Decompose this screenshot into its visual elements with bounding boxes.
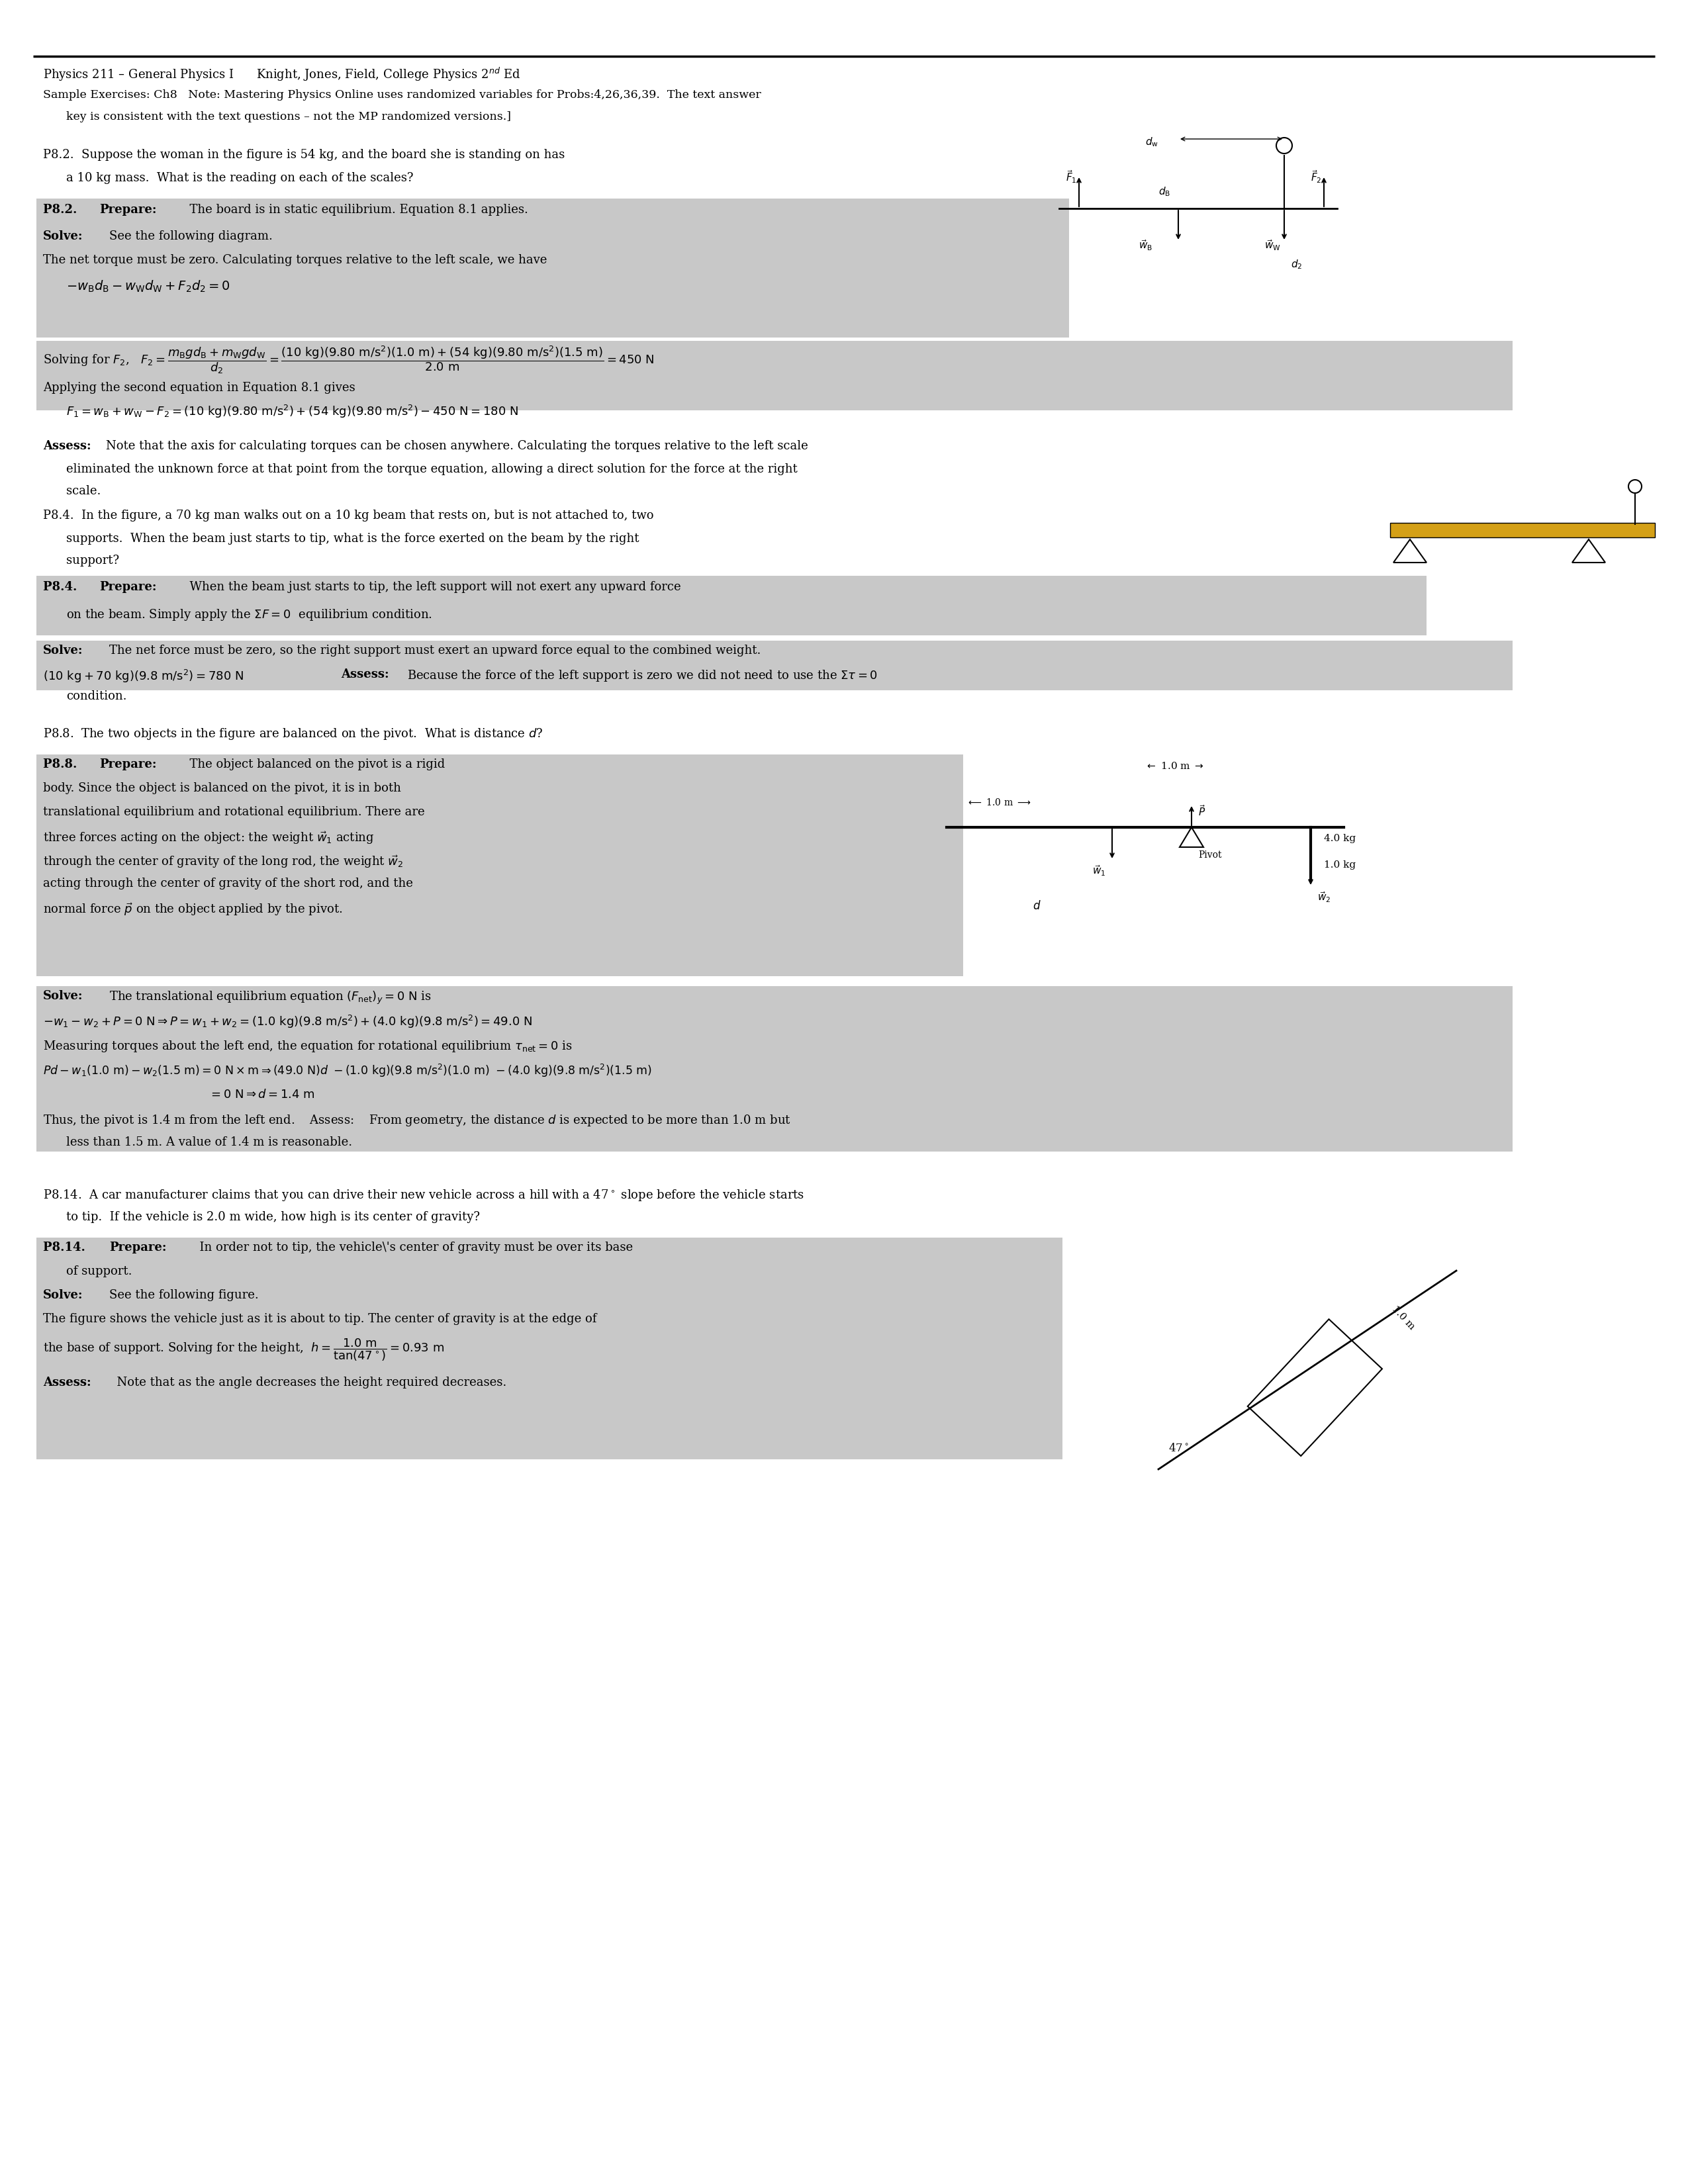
Text: $\vec{w}_{\rm W}$: $\vec{w}_{\rm W}$ xyxy=(1264,238,1281,251)
Text: $\vec{P}$: $\vec{P}$ xyxy=(1198,804,1205,819)
Text: Solve:: Solve: xyxy=(42,1289,83,1302)
Text: 1.0 m: 1.0 m xyxy=(1391,1304,1416,1332)
Text: Note that the axis for calculating torques can be chosen anywhere. Calculating t: Note that the axis for calculating torqu… xyxy=(106,441,809,452)
Text: less than 1.5 m. A value of 1.4 m is reasonable.: less than 1.5 m. A value of 1.4 m is rea… xyxy=(66,1136,353,1149)
Text: scale.: scale. xyxy=(66,485,101,498)
Text: See the following diagram.: See the following diagram. xyxy=(110,229,273,242)
Polygon shape xyxy=(1572,539,1605,563)
Text: P8.8.: P8.8. xyxy=(42,758,89,771)
Text: Solve:: Solve: xyxy=(42,644,83,657)
Text: $\leftarrow$ 1.0 m $\rightarrow$: $\leftarrow$ 1.0 m $\rightarrow$ xyxy=(1144,760,1204,771)
Text: eliminated the unknown force at that point from the torque equation, allowing a : eliminated the unknown force at that poi… xyxy=(66,463,797,476)
Text: supports.  When the beam just starts to tip, what is the force exerted on the be: supports. When the beam just starts to t… xyxy=(66,533,640,544)
Text: $d_{\rm w}$: $d_{\rm w}$ xyxy=(1144,135,1158,149)
Text: P8.14.  A car manufacturer claims that you can drive their new vehicle across a : P8.14. A car manufacturer claims that yo… xyxy=(42,1188,805,1203)
Polygon shape xyxy=(1180,828,1204,847)
Polygon shape xyxy=(1393,539,1426,563)
Text: $\vec{F}_2$: $\vec{F}_2$ xyxy=(1310,168,1322,183)
FancyBboxPatch shape xyxy=(37,753,964,976)
Text: through the center of gravity of the long rod, the weight $\vec{w}_2$: through the center of gravity of the lon… xyxy=(42,854,403,869)
Text: The net force must be zero, so the right support must exert an upward force equa: The net force must be zero, so the right… xyxy=(110,644,761,657)
Text: In order not to tip, the vehicle\'s center of gravity must be over its base: In order not to tip, the vehicle\'s cent… xyxy=(192,1241,633,1254)
Text: on the beam. Simply apply the $\Sigma F = 0$  equilibrium condition.: on the beam. Simply apply the $\Sigma F … xyxy=(66,607,432,622)
Text: Solving for $F_2$,   $F_2 = \dfrac{m_{\rm B}g d_{\rm B} + m_{\rm W}g d_{\rm W}}{: Solving for $F_2$, $F_2 = \dfrac{m_{\rm … xyxy=(42,345,655,376)
Text: See the following figure.: See the following figure. xyxy=(110,1289,258,1302)
FancyBboxPatch shape xyxy=(1247,1319,1382,1457)
Text: Applying the second equation in Equation 8.1 gives: Applying the second equation in Equation… xyxy=(42,382,354,393)
Text: $\vec{w}_{\rm B}$: $\vec{w}_{\rm B}$ xyxy=(1139,238,1153,251)
Text: The object balanced on the pivot is a rigid: The object balanced on the pivot is a ri… xyxy=(182,758,446,771)
Text: Thus, the pivot is 1.4 m from the left end.    Assess:    From geometry, the dis: Thus, the pivot is 1.4 m from the left e… xyxy=(42,1114,792,1127)
FancyBboxPatch shape xyxy=(37,341,1512,411)
Text: The net torque must be zero. Calculating torques relative to the left scale, we : The net torque must be zero. Calculating… xyxy=(42,253,547,266)
Text: $-w_1 - w_2 + P = 0\ {\rm N} \Rightarrow P = w_1 + w_2 = (1.0\ {\rm kg})(9.8\ {\: $-w_1 - w_2 + P = 0\ {\rm N} \Rightarrow… xyxy=(42,1013,532,1031)
Text: $d_{\rm B}$: $d_{\rm B}$ xyxy=(1158,186,1170,199)
FancyBboxPatch shape xyxy=(37,577,1426,636)
Text: of support.: of support. xyxy=(66,1265,132,1278)
Text: 4.0 kg: 4.0 kg xyxy=(1323,834,1355,843)
Text: Pivot: Pivot xyxy=(1198,850,1222,860)
Text: support?: support? xyxy=(66,555,120,566)
Text: Physics 211 – General Physics I      Knight, Jones, Field, College Physics 2$^{n: Physics 211 – General Physics I Knight, … xyxy=(42,66,522,83)
Text: $\vec{w}_1$: $\vec{w}_1$ xyxy=(1092,863,1106,878)
Text: key is consistent with the text questions – not the MP randomized versions.]: key is consistent with the text question… xyxy=(66,111,511,122)
Text: The translational equilibrium equation $(F_{\rm net})_y = 0\ {\rm N}$ is: The translational equilibrium equation $… xyxy=(110,989,432,1007)
FancyBboxPatch shape xyxy=(37,987,1512,1151)
Text: $\longleftarrow$ 1.0 m $\longrightarrow$: $\longleftarrow$ 1.0 m $\longrightarrow$ xyxy=(967,797,1031,808)
Text: Prepare:: Prepare: xyxy=(110,1241,167,1254)
Text: Assess:: Assess: xyxy=(42,1376,91,1389)
Text: When the beam just starts to tip, the left support will not exert any upward for: When the beam just starts to tip, the le… xyxy=(182,581,680,594)
Text: Assess:: Assess: xyxy=(341,668,388,681)
Text: Note that as the angle decreases the height required decreases.: Note that as the angle decreases the hei… xyxy=(110,1376,506,1389)
Text: acting through the center of gravity of the short rod, and the: acting through the center of gravity of … xyxy=(42,878,414,889)
Text: Prepare:: Prepare: xyxy=(100,758,157,771)
Text: P8.2.  Suppose the woman in the figure is 54 kg, and the board she is standing o: P8.2. Suppose the woman in the figure is… xyxy=(42,149,565,162)
Text: Solve:: Solve: xyxy=(42,229,83,242)
Text: P8.8.  The two objects in the figure are balanced on the pivot.  What is distanc: P8.8. The two objects in the figure are … xyxy=(42,727,544,740)
FancyBboxPatch shape xyxy=(37,1238,1062,1459)
Text: Prepare:: Prepare: xyxy=(100,203,157,216)
Text: Prepare:: Prepare: xyxy=(100,581,157,594)
Text: $d_2$: $d_2$ xyxy=(1291,258,1303,271)
Text: Measuring torques about the left end, the equation for rotational equilibrium $\: Measuring torques about the left end, th… xyxy=(42,1040,572,1053)
Text: translational equilibrium and rotational equilibrium. There are: translational equilibrium and rotational… xyxy=(42,806,425,819)
Text: normal force $\vec{p}$ on the object applied by the pivot.: normal force $\vec{p}$ on the object app… xyxy=(42,902,343,917)
Text: P8.4.  In the figure, a 70 kg man walks out on a 10 kg beam that rests on, but i: P8.4. In the figure, a 70 kg man walks o… xyxy=(42,509,653,522)
Text: P8.14.: P8.14. xyxy=(42,1241,98,1254)
Text: Because the force of the left support is zero we did not need to use the $\Sigma: Because the force of the left support is… xyxy=(407,668,878,684)
Text: the base of support. Solving for the height,  $h = \dfrac{1.0\ {\rm m}}{\tan(47^: the base of support. Solving for the hei… xyxy=(42,1337,444,1363)
Text: condition.: condition. xyxy=(66,690,127,703)
Text: $-w_{\rm B}d_{\rm B} - w_{\rm W}d_{\rm W} + F_2 d_2 = 0$: $-w_{\rm B}d_{\rm B} - w_{\rm W}d_{\rm W… xyxy=(66,280,230,295)
Text: P8.4.: P8.4. xyxy=(42,581,89,594)
FancyBboxPatch shape xyxy=(37,640,1512,690)
FancyBboxPatch shape xyxy=(37,199,1069,339)
Text: three forces acting on the object: the weight $\vec{w}_1$ acting: three forces acting on the object: the w… xyxy=(42,830,375,845)
Text: $Pd - w_1(1.0\ {\rm m}) - w_2(1.5\ {\rm m}) = 0\ {\rm N}\times{\rm m}$$\Rightarr: $Pd - w_1(1.0\ {\rm m}) - w_2(1.5\ {\rm … xyxy=(42,1064,652,1079)
Text: $\vec{w}_2$: $\vec{w}_2$ xyxy=(1317,891,1330,904)
Text: body. Since the object is balanced on the pivot, it is in both: body. Since the object is balanced on th… xyxy=(42,782,402,795)
Text: $d$: $d$ xyxy=(1033,900,1041,913)
Text: The figure shows the vehicle just as it is about to tip. The center of gravity i: The figure shows the vehicle just as it … xyxy=(42,1313,596,1326)
Text: 1.0 kg: 1.0 kg xyxy=(1323,860,1355,869)
FancyBboxPatch shape xyxy=(1391,522,1654,537)
Text: Assess:: Assess: xyxy=(42,441,91,452)
Text: $F_1 = w_{\rm B} + w_{\rm W} - F_2 = (10\ {\rm kg})(9.80\ {\rm m/s}^2) + (54\ {\: $F_1 = w_{\rm B} + w_{\rm W} - F_2 = (10… xyxy=(66,404,518,419)
Text: $= 0\ {\rm N} \Rightarrow d = 1.4\ {\rm m}$: $= 0\ {\rm N} \Rightarrow d = 1.4\ {\rm … xyxy=(209,1088,316,1101)
Text: a 10 kg mass.  What is the reading on each of the scales?: a 10 kg mass. What is the reading on eac… xyxy=(66,173,414,183)
Text: to tip.  If the vehicle is 2.0 m wide, how high is its center of gravity?: to tip. If the vehicle is 2.0 m wide, ho… xyxy=(66,1212,479,1223)
Text: Solve:: Solve: xyxy=(42,989,83,1002)
Text: $\vec{F}_1$: $\vec{F}_1$ xyxy=(1065,168,1077,183)
Text: $(10\ {\rm kg} + 70\ {\rm kg})(9.8\ {\rm m/s}^2) = 780\ {\rm N}$: $(10\ {\rm kg} + 70\ {\rm kg})(9.8\ {\rm… xyxy=(42,668,243,684)
Text: P8.2.: P8.2. xyxy=(42,203,89,216)
Text: The board is in static equilibrium. Equation 8.1 applies.: The board is in static equilibrium. Equa… xyxy=(182,203,528,216)
Text: 47$^\circ$: 47$^\circ$ xyxy=(1168,1444,1188,1455)
Text: Sample Exercises: Ch8   Note: Mastering Physics Online uses randomized variables: Sample Exercises: Ch8 Note: Mastering Ph… xyxy=(42,90,761,100)
